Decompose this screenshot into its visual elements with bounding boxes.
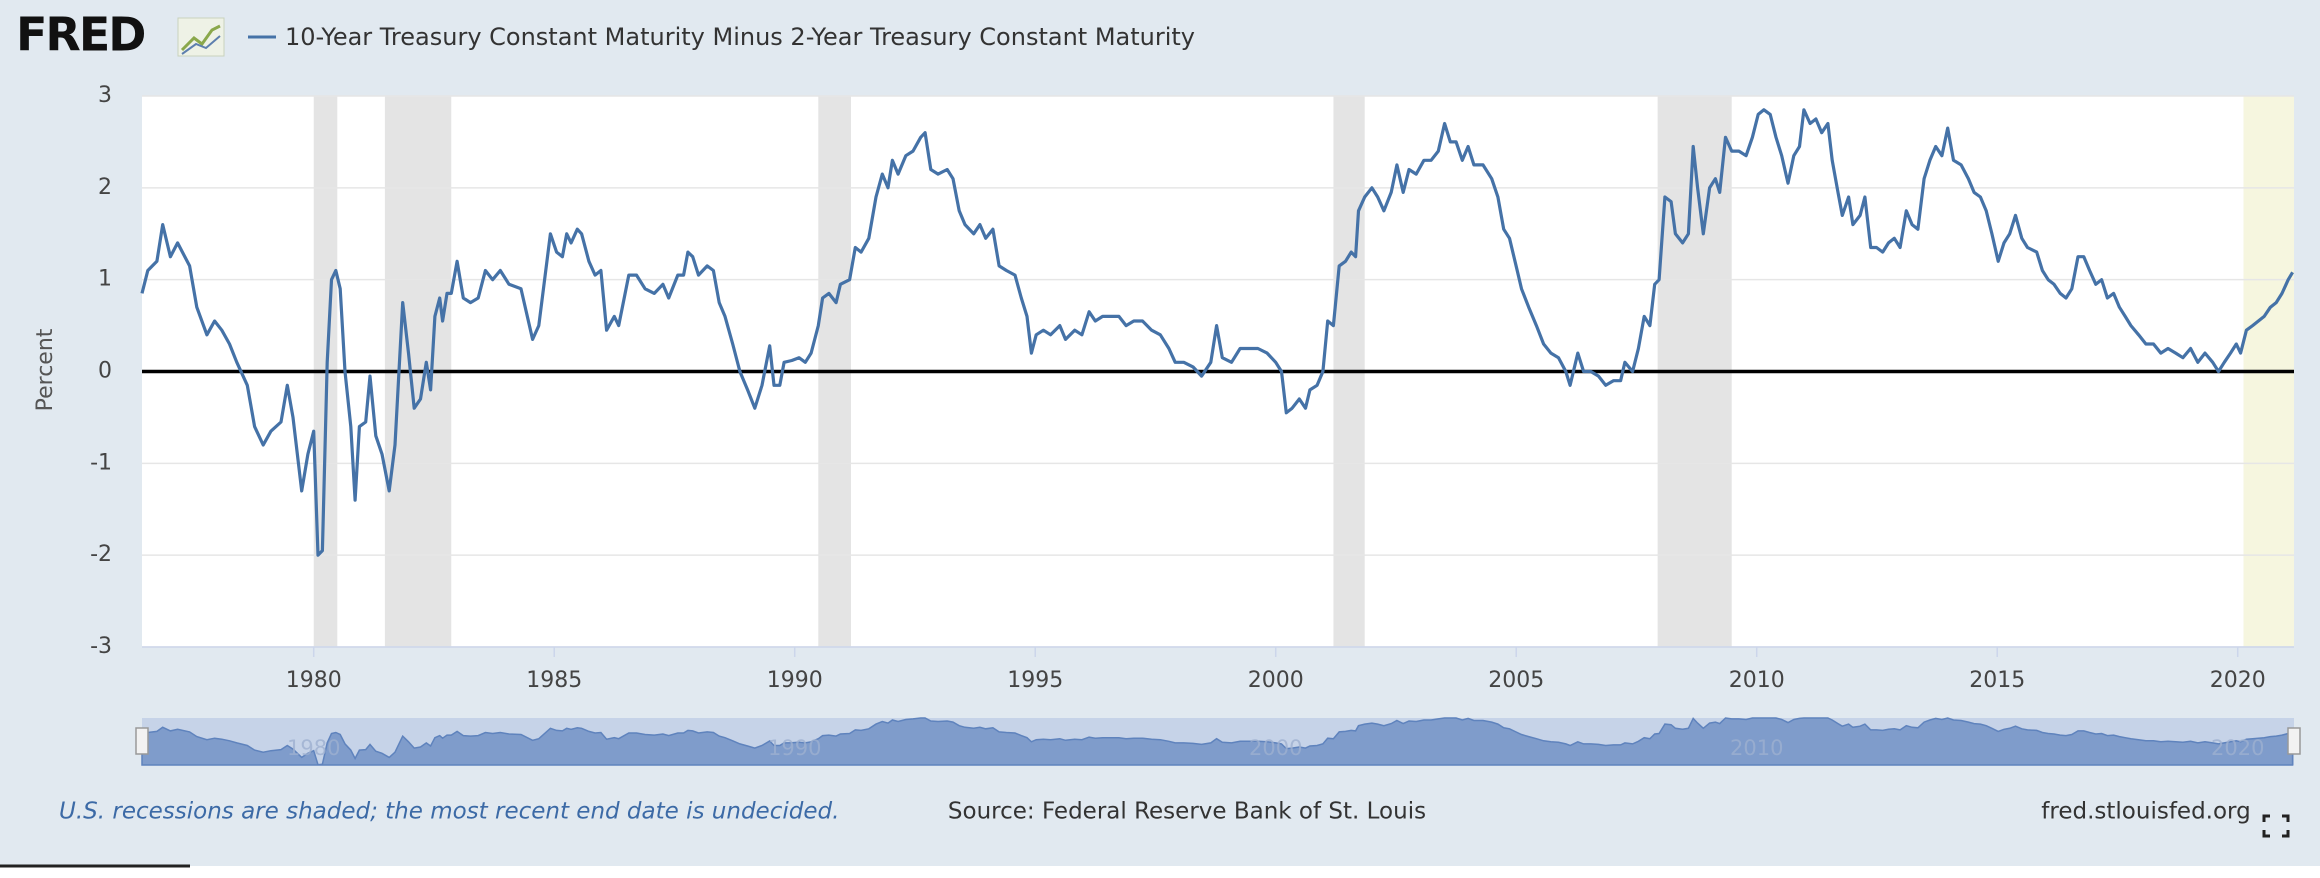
navigator-handle[interactable] (135, 727, 149, 755)
fullscreen-icon[interactable] (2262, 814, 2290, 838)
x-tick-label: 1985 (526, 668, 582, 693)
navigator-tick-label: 2000 (1249, 736, 1302, 760)
x-tick-label: 1980 (286, 668, 342, 693)
y-axis-label: Percent (33, 328, 58, 411)
x-tick-label: 2015 (1969, 668, 2025, 693)
x-tick-label: 1990 (767, 668, 823, 693)
x-tick-label: 2010 (1729, 668, 1785, 693)
navigator-tick-label: 1980 (287, 736, 340, 760)
source: Source: Federal Reserve Bank of St. Loui… (948, 799, 1426, 825)
y-tick-label: -2 (90, 542, 112, 567)
x-tick-label: 2020 (2210, 668, 2266, 693)
y-tick-label: 2 (98, 175, 112, 200)
x-tick-label: 2005 (1488, 668, 1544, 693)
navigator-tick-label: 2010 (1730, 736, 1783, 760)
navigator-tick-label: 2020 (2211, 736, 2264, 760)
logo-icon (177, 17, 225, 57)
logo: FRED (16, 8, 144, 62)
y-tick-label: -3 (90, 634, 112, 659)
data-line (140, 108, 2294, 557)
y-tick-label: 0 (98, 359, 112, 384)
navigator-area (141, 717, 2294, 766)
y-tick-label: 3 (98, 83, 112, 108)
x-tick-label: 2000 (1248, 668, 1304, 693)
y-tick-label: 1 (98, 267, 112, 292)
legend-label: 10-Year Treasury Constant Maturity Minus… (285, 23, 1195, 51)
x-tick-label: 1995 (1007, 668, 1063, 693)
navigator-tick-label: 1990 (768, 736, 821, 760)
y-tick-label: -1 (90, 450, 112, 475)
navigator-handle[interactable] (2287, 727, 2301, 755)
bottom-strip (0, 866, 2320, 878)
website: fred.stlouisfed.org (2041, 799, 2250, 825)
recession-note: U.S. recessions are shaded; the most rec… (59, 799, 839, 825)
